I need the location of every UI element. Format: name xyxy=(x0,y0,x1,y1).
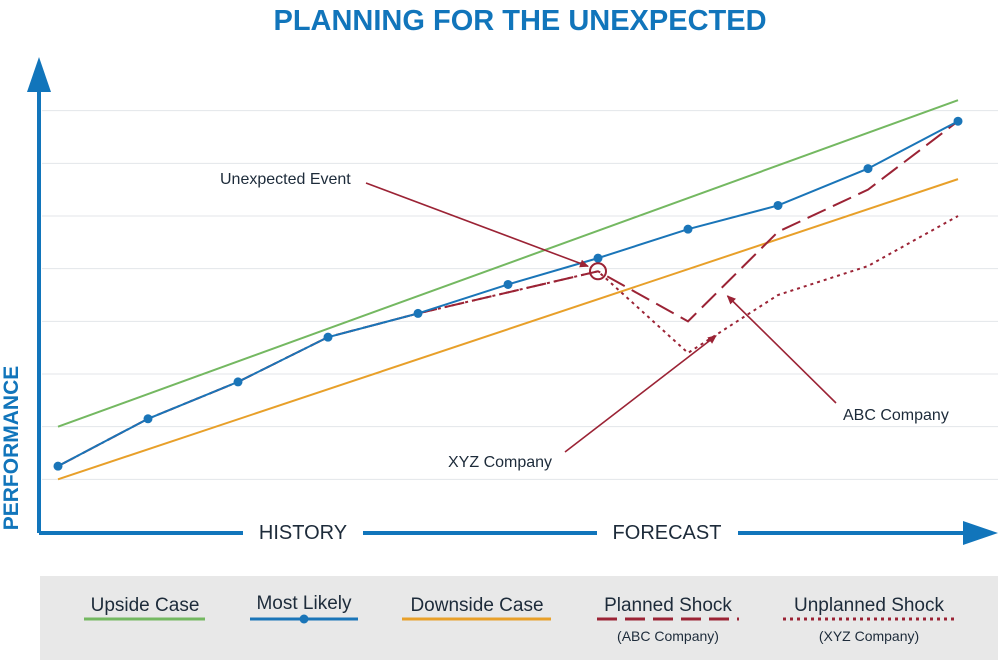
data-point-likely-10 xyxy=(953,116,963,126)
data-point-likely-8 xyxy=(773,200,783,210)
legend-item-upside: Upside Case xyxy=(84,595,205,621)
series-line-upside xyxy=(57,99,959,428)
data-point-likely-3 xyxy=(323,332,333,342)
series-line-abc xyxy=(57,120,959,468)
legend-marker-likely xyxy=(299,614,309,624)
unexpected-event-circle xyxy=(589,262,607,281)
x-section-history: HISTORY xyxy=(259,522,347,544)
xyz-company-arrow xyxy=(564,335,717,453)
data-point-likely-2 xyxy=(233,377,243,387)
chart-title: PLANNING FOR THE UNEXPECTED xyxy=(273,5,766,37)
unexpected-event-arrow xyxy=(365,182,589,268)
legend-label-upside: Upside Case xyxy=(91,595,200,616)
legend-label-downside: Downside Case xyxy=(410,595,543,616)
y-axis-arrow-icon xyxy=(27,57,51,92)
annotation-unexpected-event: Unexpected Event xyxy=(220,171,351,188)
grid-lines xyxy=(42,110,998,480)
annotation-xyz-company: XYZ Company xyxy=(448,454,552,471)
legend-item-downside: Downside Case xyxy=(402,595,551,621)
y-axis-label: PERFORMANCE xyxy=(0,366,23,531)
abc-company-arrow xyxy=(726,295,837,404)
data-point-likely-5 xyxy=(503,279,513,289)
data-point-likely-7 xyxy=(683,224,693,234)
x-axis-arrow-icon xyxy=(963,521,998,545)
data-point-likely-9 xyxy=(863,164,873,174)
legend: Upside Case Most Likely Downside Case Pl… xyxy=(40,576,998,660)
legend-sub-abc: (ABC Company) xyxy=(617,628,719,644)
marker-layer xyxy=(53,116,963,471)
series-line-likely xyxy=(57,120,959,468)
data-point-likely-0 xyxy=(53,461,63,471)
data-point-likely-4 xyxy=(413,308,423,318)
series-line-downside xyxy=(57,178,959,481)
data-point-likely-1 xyxy=(143,414,153,424)
legend-label-xyz: Unplanned Shock xyxy=(794,595,944,616)
series-line-xyz xyxy=(57,215,959,468)
legend-sub-xyz: (XYZ Company) xyxy=(819,628,919,644)
legend-item-likely: Most Likely xyxy=(250,593,358,624)
legend-item-xyz: Unplanned Shock (XYZ Company) xyxy=(783,595,954,644)
annotation-layer: Unexpected Event XYZ Company ABC Company xyxy=(220,171,949,471)
legend-label-abc: Planned Shock xyxy=(604,595,732,616)
series-layer xyxy=(57,99,959,481)
x-section-forecast: FORECAST xyxy=(613,522,722,544)
legend-item-abc: Planned Shock (ABC Company) xyxy=(597,595,739,644)
legend-label-likely: Most Likely xyxy=(256,593,352,614)
annotation-abc-company: ABC Company xyxy=(843,407,949,424)
data-point-likely-6 xyxy=(593,253,603,263)
